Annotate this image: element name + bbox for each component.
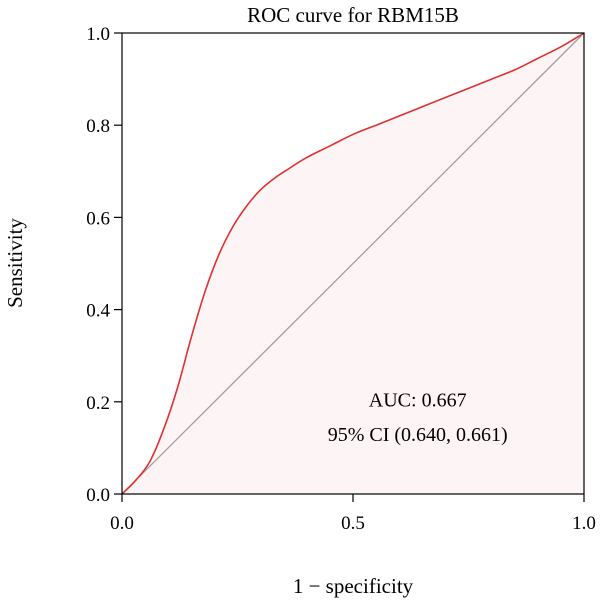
y-tick-label: 0.0: [86, 485, 110, 506]
plot-area: [121, 32, 585, 495]
y-tick-label: 1.0: [86, 24, 110, 45]
roc-curve-line: [121, 32, 585, 495]
x-tick-label: 0.0: [110, 513, 134, 534]
ci-annotation: 95% CI (0.640, 0.661): [328, 424, 508, 446]
y-tick-label: 0.6: [86, 208, 110, 229]
auc-annotation: AUC: 0.667: [369, 389, 467, 411]
axis-ticks: 0.0 0.5 1.0 0.0 0.2 0.4 0.6 0.8 1.0: [86, 24, 596, 534]
x-tick-label: 1.0: [572, 513, 596, 534]
chart-title: ROC curve for RBM15B: [247, 3, 459, 27]
x-tick-label: 0.5: [341, 513, 365, 534]
x-axis-title: 1 − specificity: [293, 574, 414, 598]
y-axis-title: Sensitivity: [3, 218, 27, 308]
y-tick-label: 0.8: [86, 116, 110, 137]
y-tick-label: 0.4: [86, 301, 110, 322]
reference-diagonal-line: [121, 32, 585, 495]
annotations: AUC: 0.667 95% CI (0.640, 0.661): [328, 389, 508, 446]
y-tick-label: 0.2: [86, 393, 110, 414]
plot-frame: [121, 32, 585, 495]
